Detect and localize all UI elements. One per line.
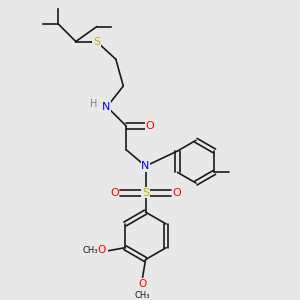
Text: O: O	[139, 279, 147, 289]
Text: CH₃: CH₃	[82, 246, 98, 255]
Text: S: S	[142, 188, 149, 198]
Text: N: N	[102, 102, 111, 112]
Text: S: S	[93, 37, 100, 46]
Text: N: N	[141, 161, 150, 171]
Text: O: O	[146, 121, 154, 131]
Text: CH₃: CH₃	[135, 291, 150, 300]
Text: H: H	[90, 99, 97, 109]
Text: O: O	[110, 188, 119, 198]
Text: O: O	[172, 188, 181, 198]
Text: O: O	[97, 245, 105, 255]
